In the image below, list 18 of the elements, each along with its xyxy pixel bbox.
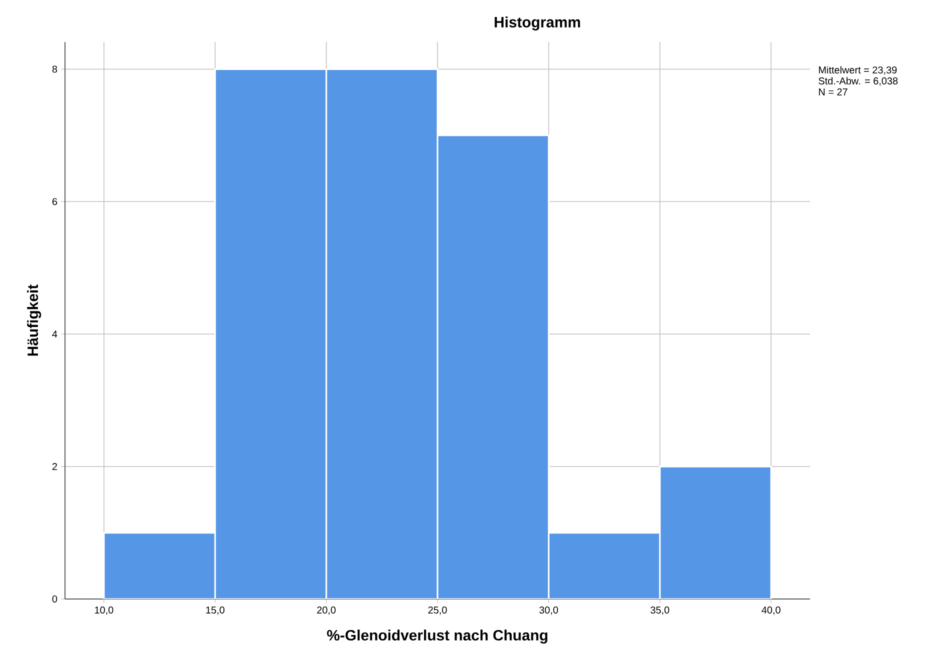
x-tick-label: 25,0 <box>428 606 447 615</box>
x-tick-label: 40,0 <box>762 606 780 615</box>
text: Mittelwert = 23,39 <box>819 66 897 75</box>
x-tick-label: 10,0 <box>94 606 114 615</box>
x-tick-label: 15,0 <box>206 606 224 615</box>
x-tick-label: 30,0 <box>539 606 558 615</box>
chart-title: Histogramm <box>494 16 580 30</box>
y-tick-label: 2 <box>52 463 57 470</box>
y-tick-label: 8 <box>52 66 58 73</box>
y-axis-title: Häufigkeit <box>27 284 42 356</box>
text: N = 27 <box>819 88 848 96</box>
y-tick-label: 0 <box>52 595 58 603</box>
y-tick-label: 4 <box>52 330 58 338</box>
x-tick-label: 35,0 <box>650 606 670 615</box>
text: Std.-Abw. = 6,038 <box>818 77 898 86</box>
y-tick-label: 6 <box>52 198 58 206</box>
x-tick-label: 20,0 <box>317 606 336 615</box>
x-axis-title: %-Glenoidverlust nach Chuang <box>327 630 548 644</box>
